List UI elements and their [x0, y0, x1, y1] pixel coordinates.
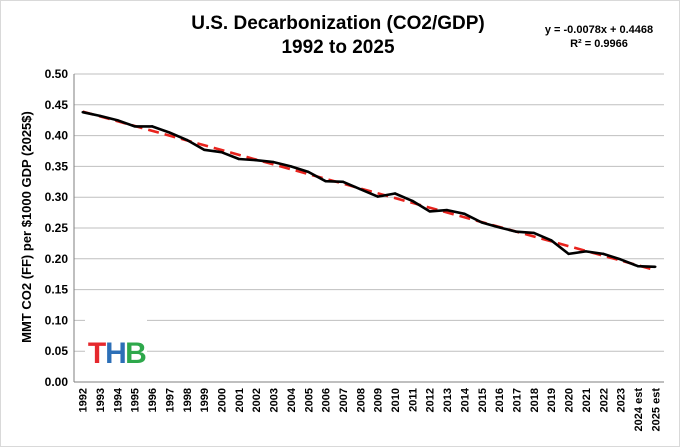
x-tick-label: 2011 [407, 388, 419, 412]
x-tick-label: 2003 [269, 388, 281, 412]
data-point [150, 125, 154, 128]
y-tick-label: 0.15 [45, 283, 69, 297]
logo-background [85, 319, 147, 367]
x-tick-label: 1997 [164, 388, 176, 412]
trendline-equation: y = -0.0078x + 0.4468 [545, 24, 653, 36]
x-tick-label: 1995 [130, 388, 142, 412]
x-tick-label: 2010 [390, 388, 402, 412]
data-point [480, 221, 483, 224]
y-tick-label: 0.10 [45, 313, 69, 327]
x-tick-label: 2019 [546, 388, 558, 412]
data-point [428, 210, 431, 213]
data-point [584, 250, 588, 253]
gridlines [74, 73, 664, 383]
x-tick-label: 2005 [303, 388, 315, 412]
logo-letter: B [125, 337, 147, 370]
data-point [567, 252, 570, 256]
x-tick-label: 2001 [234, 388, 246, 412]
x-tick-label: 2013 [442, 388, 454, 412]
data-point [411, 199, 414, 203]
x-tick-label: 2017 [512, 388, 524, 412]
x-tick-label: 2009 [373, 388, 385, 412]
series-line [82, 110, 656, 269]
y-tick-label: 0.05 [45, 344, 69, 358]
data-point [272, 160, 275, 164]
logo-letter: H [105, 337, 127, 370]
x-tick-label: 2022 [598, 388, 610, 412]
x-tick-label: 1993 [95, 388, 107, 412]
y-tick-label: 0.30 [45, 190, 69, 204]
x-tick-label: 2025 est [650, 388, 662, 432]
data-series [81, 110, 657, 269]
y-tick-label: 0.50 [45, 67, 69, 81]
data-point [307, 170, 310, 174]
data-point [81, 110, 84, 114]
x-tick-label: 2008 [355, 388, 367, 412]
x-tick-labels: 1992 1993 1994 1995 1996 1997 1998 1999 2000 2001… [78, 387, 663, 431]
data-point [289, 165, 293, 168]
data-point [654, 265, 657, 269]
data-point [445, 208, 449, 212]
x-tick-label: 2018 [529, 388, 541, 412]
y-tick-label: 0.35 [45, 159, 69, 173]
x-tick-label: 2016 [494, 388, 506, 412]
data-point [550, 239, 553, 242]
chart-title-line1: U.S. Decarbonization (CO2/GDP) [191, 13, 484, 34]
data-point [220, 151, 223, 154]
data-point [393, 192, 397, 195]
x-tick-label: 2002 [251, 388, 263, 412]
x-tick-label: 1992 [78, 388, 90, 412]
x-tick-label: 1999 [199, 388, 211, 412]
data-point [497, 226, 501, 229]
trendline [82, 110, 656, 272]
x-tick-label: 2015 [477, 388, 489, 412]
y-tick-label: 0.00 [45, 375, 69, 389]
x-tick-label: 2006 [321, 388, 333, 412]
data-point [532, 231, 536, 235]
x-tick-label: 2014 [459, 387, 471, 412]
x-tick-label: 2000 [217, 388, 229, 412]
data-point [619, 258, 622, 261]
data-point [376, 195, 379, 198]
logo-letter: T [88, 337, 106, 370]
x-tick-label: 2024 est [633, 388, 645, 432]
x-tick-label: 2012 [425, 388, 437, 412]
trendline-line [82, 110, 656, 272]
data-point [463, 212, 466, 216]
data-point [98, 114, 102, 118]
chart-title-line2: 1992 to 2025 [281, 37, 394, 58]
x-tick-label: 2020 [564, 388, 576, 412]
y-tick-label: 0.40 [45, 129, 69, 143]
trendline-r-squared: R² = 0.9966 [570, 38, 628, 50]
data-point [168, 131, 171, 134]
x-tick-label: 2007 [338, 388, 350, 412]
x-tick-label: 1996 [147, 388, 159, 412]
data-point [636, 264, 640, 268]
data-point [185, 138, 188, 142]
y-axis-label: MMT CO2 (FF) per $1000 GDP (2025$) [19, 111, 34, 343]
y-tick-label: 0.20 [45, 252, 69, 266]
data-point [133, 125, 136, 128]
x-tick-label: 1994 [112, 387, 124, 412]
thb-logo: T HB [85, 319, 147, 370]
x-tick-label: 1998 [182, 388, 194, 412]
axes [73, 74, 664, 383]
x-tick-label: 2023 [616, 388, 628, 412]
data-point [602, 252, 605, 256]
data-point [202, 148, 206, 151]
y-tick-labels: 0.00 0.05 0.10 0.15 0.20 0.25 0.30 0.35 0.40 0.45… [45, 67, 69, 389]
x-tick-label: 2004 [286, 387, 298, 412]
y-tick-label: 0.25 [45, 221, 69, 235]
data-point [515, 230, 518, 233]
x-tick-label: 2021 [581, 388, 593, 412]
data-point [237, 157, 241, 161]
y-tick-label: 0.45 [45, 98, 69, 112]
data-point [359, 187, 362, 191]
data-point [341, 180, 345, 183]
data-point [116, 119, 119, 122]
data-point [324, 179, 327, 183]
data-point [255, 159, 258, 162]
